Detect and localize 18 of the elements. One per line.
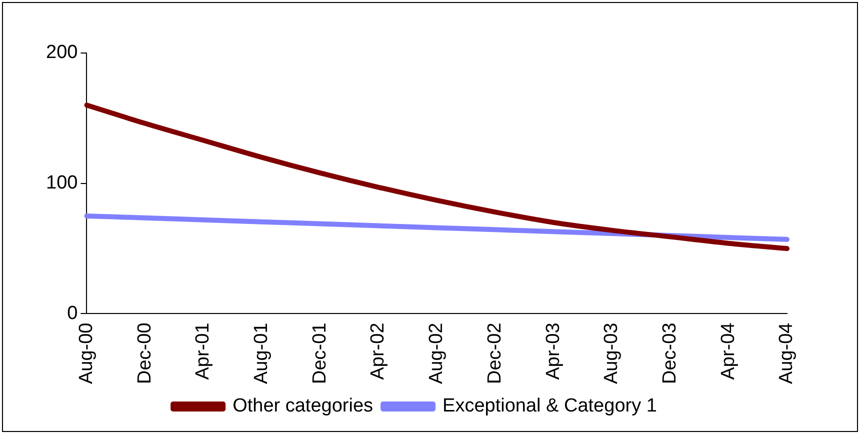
x-tick-label: Apr-04 xyxy=(718,322,739,380)
x-tick-label: Aug-02 xyxy=(426,322,448,384)
x-tick-label: Apr-03 xyxy=(542,322,564,380)
x-tick-label: Aug-04 xyxy=(776,322,798,384)
x-tick-label: Dec-01 xyxy=(309,322,330,384)
y-tick-label: 100 xyxy=(46,172,78,194)
y-tick-label: 0 xyxy=(67,302,78,324)
x-tick-label: Dec-03 xyxy=(660,322,681,384)
x-tick-label: Aug-00 xyxy=(76,322,97,384)
x-tick-label: Dec-00 xyxy=(134,322,156,384)
legend-label: Exceptional & Category 1 xyxy=(442,396,657,417)
x-tick-label: Aug-03 xyxy=(601,322,622,384)
x-tick-label: Apr-01 xyxy=(192,322,214,380)
x-tick-label: Dec-02 xyxy=(484,322,506,384)
y-tick-label: 200 xyxy=(46,42,78,64)
legend-label: Other categories xyxy=(232,396,374,417)
x-tick-label: Aug-01 xyxy=(251,322,272,384)
x-tick-label: Apr-02 xyxy=(368,322,389,380)
